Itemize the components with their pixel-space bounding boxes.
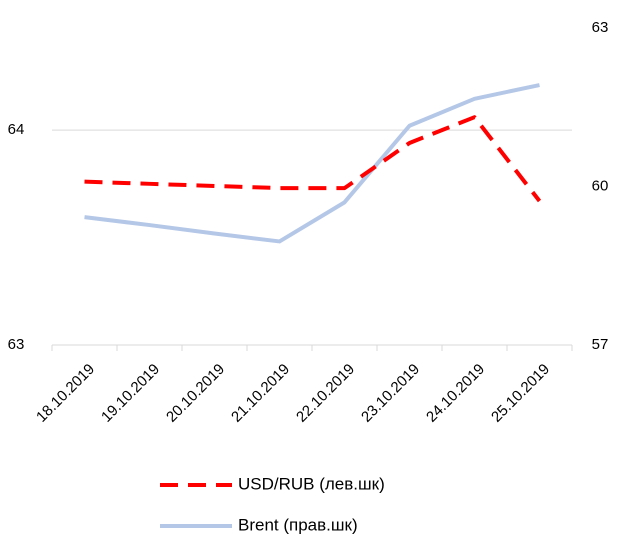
x-tick-label: 21.10.2019 — [228, 361, 293, 426]
y2-tick-label: 57 — [592, 336, 609, 353]
y-tick-label: 64 — [8, 121, 25, 138]
x-tick-label: 22.10.2019 — [293, 361, 358, 426]
x-tick-label: 25.10.2019 — [488, 361, 553, 426]
series-line — [84, 115, 542, 203]
legend-label: USD/RUB (лев.шк) — [238, 474, 385, 493]
x-tick-label: 23.10.2019 — [358, 361, 423, 426]
x-tick-label: 20.10.2019 — [163, 361, 228, 426]
legend-label: Brent (прав.шк) — [238, 515, 358, 534]
series-line — [84, 83, 540, 244]
y2-tick-label: 60 — [592, 177, 609, 194]
y2-tick-label: 63 — [592, 19, 609, 36]
x-tick-label: 24.10.2019 — [423, 361, 488, 426]
y-tick-label: 63 — [8, 336, 25, 353]
x-tick-label: 19.10.2019 — [98, 361, 163, 426]
x-tick-label: 18.10.2019 — [33, 361, 98, 426]
